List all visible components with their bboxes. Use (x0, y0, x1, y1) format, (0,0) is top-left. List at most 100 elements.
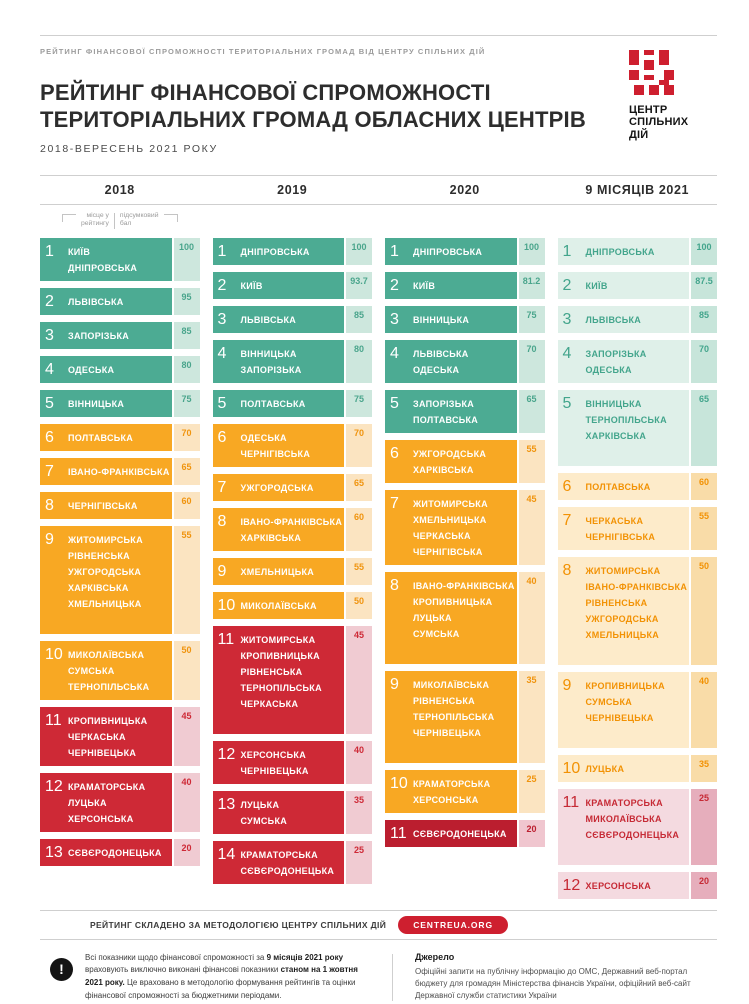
community-name: ХЕРСОНСЬКА (68, 813, 134, 824)
community-name: ОДЕСЬКА (240, 432, 287, 443)
rating-block: 10 ЛУЦЬКА 35 (557, 754, 717, 782)
community-name: ОДЕСЬКА (68, 364, 115, 375)
community-name: ДНІПРОВСЬКА (413, 246, 483, 257)
disclaimer-segment: станом на 1 жовтня 2021 року. (85, 965, 358, 988)
community-name: ЧЕРНІГІВСЬКА (240, 448, 311, 459)
community-name: ХМЕЛЬНИЦЬКА (68, 598, 142, 609)
score-chip: 65 (518, 389, 545, 433)
rating-block-main: 7 ЖИТОМИРСЬКА ХМЕЛЬНИЦЬКА ЧЕРКАСЬКА ЧЕРНІГІВ… (385, 489, 517, 565)
rank-number: 2 (390, 276, 399, 294)
score-chip: 87.5 (691, 271, 717, 299)
community-names: ВІННИЦЬКА ТЕРНОПІЛЬСЬКА ХАРКІВСЬКА (586, 395, 667, 461)
rating-block-main: 8 ІВАНО-ФРАНКІВСЬКА ХАРКІВСЬКА (212, 507, 344, 551)
rating-block: 2 КИЇВ 93.7 (212, 271, 372, 299)
community-name: УЖГОРОДСЬКА (240, 482, 314, 493)
rank-number: 3 (217, 310, 227, 328)
community-names: МИКОЛАЇВСЬКА СУМСЬКА ТЕРНОПІЛЬСЬКА (68, 646, 149, 695)
community-name: ХМЕЛЬНИЦЬКА (585, 629, 660, 640)
spacer (558, 205, 718, 238)
rank-number: 7 (217, 478, 227, 496)
score-chip: 70 (346, 423, 372, 467)
community-name: ЧЕРНІВЕЦЬКА (413, 727, 482, 738)
logo-pixel (634, 55, 639, 60)
community-names: ЛУЦЬКА (586, 760, 625, 777)
rating-block: 13 СЄВЄРОДОНЕЦЬКА 20 (40, 838, 200, 866)
logo-pixel (664, 80, 669, 85)
rating-block: 7 ЖИТОМИРСЬКА ХМЕЛЬНИЦЬКА ЧЕРКАСЬКА ЧЕРНІГІВ… (385, 489, 545, 565)
rank-number: 7 (562, 511, 572, 529)
spacer (213, 205, 373, 238)
community-name: СУМСЬКА (413, 628, 460, 639)
score-chip: 50 (173, 640, 200, 700)
community-name: ТЕРНОПІЛЬСЬКА (68, 681, 150, 692)
rating-block: 3 ЛЬВІВСЬКА 85 (212, 305, 372, 333)
logo-line: ДІЙ (629, 128, 649, 141)
footnote-divider (392, 953, 393, 1001)
community-name: МИКОЛАЇВСЬКА (240, 600, 317, 611)
rows-2018: 1 КИЇВ ДНІПРОВСЬКА 100 2 ЛЬВІВСЬКА 95 3 ЗАПОРІЗЬ… (40, 237, 200, 866)
column-header-band: 2018 2019 2020 9 МІСЯЦІВ 2021 (40, 174, 717, 205)
community-names: КРАМАТОРСЬКА МИКОЛАЇВСЬКА СЄВЄРОДОНЕЦЬКА (586, 794, 680, 860)
rows-2019: 1 ДНІПРОВСЬКА 100 2 КИЇВ 93.7 3 ЛЬВІВСЬКА 85 4 ВІН… (212, 237, 372, 884)
rating-block-main: 8 ІВАНО-ФРАНКІВСЬКА КРОПИВНИЦЬКА ЛУЦЬКА СУМС… (385, 571, 517, 664)
score-chip: 85 (346, 305, 372, 333)
centreua-org-button[interactable]: CENTREUA.ORG (398, 915, 508, 934)
topline-caption: РЕЙТИНГ ФІНАНСОВОЇ СПРОМОЖНОСТІ ТЕРИТОРІ… (40, 47, 486, 56)
community-name: СЄВЄРОДОНЕЦЬКА (240, 865, 335, 876)
score-chip: 55 (518, 439, 545, 483)
community-name: ХАРКІВСЬКА (68, 582, 129, 593)
rank-number: 5 (390, 394, 399, 412)
rating-block-main: 2 КИЇВ (557, 271, 689, 299)
score-chip: 55 (173, 525, 200, 634)
logo-pixel (659, 55, 664, 60)
score-chip: 100 (346, 237, 372, 265)
rating-block-main: 10 КРАМАТОРСЬКА ХЕРСОНСЬКА (385, 769, 517, 813)
community-names: КРАМАТОРСЬКА СЄВЄРОДОНЕЦЬКА (241, 846, 335, 879)
rank-number: 5 (562, 394, 572, 412)
community-name: ЗАПОРІЗЬКА (413, 398, 475, 409)
logo-pixel (644, 60, 649, 65)
score-chip: 35 (691, 754, 717, 782)
rows-2020: 1 ДНІПРОВСЬКА 100 2 КИЇВ 81.2 3 ВІННИЦЬКА 75 4 ЛЬВ… (385, 237, 545, 847)
community-names: ХЕРСОНСЬКА ЧЕРНІВЕЦЬКА (241, 746, 309, 779)
rating-block: 11 КРАМАТОРСЬКА МИКОЛАЇВСЬКА СЄВЄРОДОНЕЦЬКА… (557, 788, 717, 865)
rating-block-main: 13 ЛУЦЬКА СУМСЬКА (212, 790, 344, 834)
rank-number: 2 (217, 276, 227, 294)
rating-block: 4 ОДЕСЬКА 80 (40, 355, 200, 383)
rating-block-main: 1 ДНІПРОВСЬКА (385, 237, 517, 265)
rating-block: 7 ІВАНО-ФРАНКІВСЬКА 65 (40, 457, 200, 485)
community-names: КИЇВ (586, 277, 608, 294)
community-names: ЛЬВІВСЬКА ОДЕСЬКА (413, 345, 469, 378)
rating-block-main: 6 ОДЕСЬКА ЧЕРНІГІВСЬКА (212, 423, 344, 467)
logo-pixel (629, 50, 634, 55)
rank-number: 1 (390, 242, 399, 260)
score-chip: 25 (518, 769, 545, 813)
community-name: КИЇВ (413, 280, 436, 291)
score-chip: 50 (691, 556, 717, 665)
rows-2021: 1 ДНІПРОВСЬКА 100 2 КИЇВ 87.5 3 ЛЬВІВСЬКА 85 4 ЗАП… (557, 237, 717, 899)
score-chip: 70 (518, 339, 545, 383)
score-chip: 25 (346, 840, 372, 884)
community-name: ЗАПОРІЗЬКА (585, 348, 647, 359)
rank-number: 3 (562, 310, 572, 328)
logo-pixel (644, 75, 649, 80)
rating-block: 5 ВІННИЦЬКА ТЕРНОПІЛЬСЬКА ХАРКІВСЬКА 65 (557, 389, 717, 466)
rank-number: 10 (217, 596, 236, 614)
community-name: СЄВЄРОДОНЕЦЬКА (585, 829, 680, 840)
legend-bracket-right (163, 213, 178, 222)
community-name: КРОПИВНИЦЬКА (413, 596, 493, 607)
logo-pixel (634, 70, 639, 75)
rating-block: 9 МИКОЛАЇВСЬКА РІВНЕНСЬКА ТЕРНОПІЛЬСЬКА ЧЕРН… (385, 670, 545, 763)
community-name: ХАРКІВСЬКА (413, 464, 474, 475)
score-chip: 35 (346, 790, 372, 834)
rating-block: 11 КРОПИВНИЦЬКА ЧЕРКАСЬКА ЧЕРНІВЕЦЬКА 45 (40, 706, 200, 766)
score-chip: 20 (518, 819, 545, 847)
rank-number: 3 (45, 326, 54, 344)
rating-block-main: 13 СЄВЄРОДОНЕЦЬКА (40, 838, 172, 866)
rating-block: 12 КРАМАТОРСЬКА ЛУЦЬКА ХЕРСОНСЬКА 40 (40, 772, 200, 832)
rating-block-main: 11 КРАМАТОРСЬКА МИКОЛАЇВСЬКА СЄВЄРОДОНЕЦЬКА (557, 788, 689, 865)
column-header-2021: 9 МІСЯЦІВ 2021 (585, 182, 690, 197)
column-header-2020: 2020 (449, 182, 480, 197)
community-names: КРОПИВНИЦЬКА СУМСЬКА ЧЕРНІВЕЦЬКА (586, 677, 665, 743)
community-name: ТЕРНОПІЛЬСЬКА (585, 414, 667, 425)
